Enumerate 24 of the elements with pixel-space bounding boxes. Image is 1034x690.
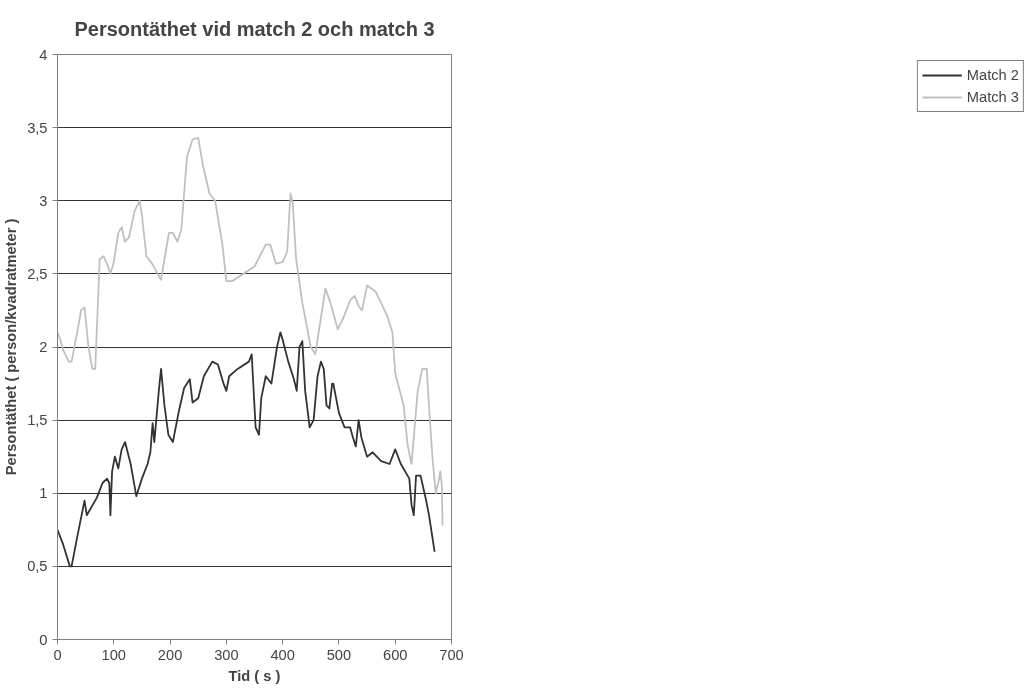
x-tick-label: 600 — [382, 646, 408, 663]
y-tick-label: 2,5 — [27, 265, 48, 282]
x-tick-label: 400 — [270, 646, 295, 663]
x-tick-label: 200 — [157, 646, 183, 663]
x-tick-label: 500 — [326, 646, 352, 663]
legend-label: Match 2 — [966, 67, 1019, 83]
line-series — [57, 136, 444, 527]
legend-label: Match 3 — [966, 89, 1019, 105]
y-tick-label: 3 — [39, 192, 48, 209]
y-tick-label: 1,5 — [27, 412, 48, 429]
y-axis-title: Persontäthet ( person/kvadratmeter ) — [3, 218, 20, 476]
y-tick-label: 3,5 — [27, 119, 48, 136]
x-tick-label: 0 — [53, 646, 62, 663]
y-tick-label: 0,5 — [27, 558, 48, 575]
chart-title: Persontäthet vid match 2 och match 3 — [74, 17, 435, 40]
line-series — [57, 331, 436, 568]
y-tick-label: 0 — [39, 631, 48, 648]
y-tick-label: 2 — [39, 339, 48, 355]
x-axis-title: Tid ( s ) — [228, 667, 281, 684]
y-tick-label: 4 — [39, 46, 48, 63]
x-tick-label: 100 — [101, 646, 127, 663]
x-tick-label: 300 — [214, 646, 239, 663]
x-tick-label: 700 — [439, 646, 464, 663]
y-tick-label: 1 — [39, 485, 48, 502]
